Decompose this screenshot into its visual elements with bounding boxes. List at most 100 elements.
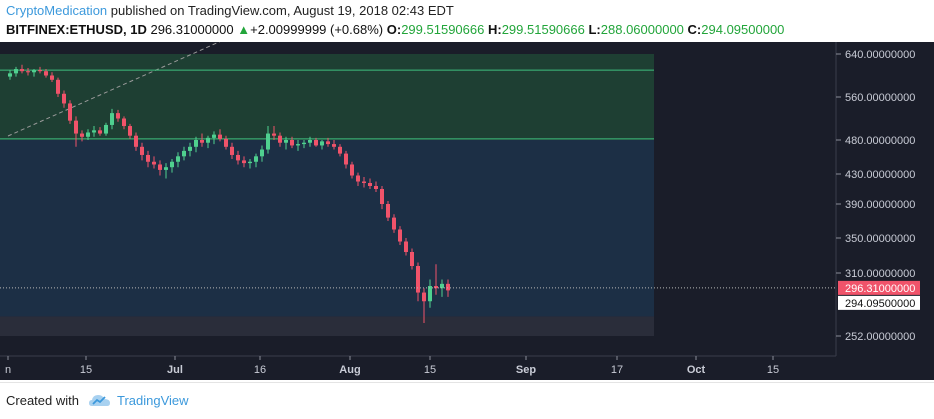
tradingview-cloud-icon <box>89 395 110 406</box>
candle-body <box>134 135 138 147</box>
candle-body <box>308 140 312 143</box>
price-chart[interactable]: 640.00000000 560.00000000 480.00000000 430.… <box>0 42 934 382</box>
candle <box>32 69 36 77</box>
candle-body <box>392 217 396 230</box>
candle-body <box>218 134 222 139</box>
symbol-label: BITFINEX:ETHUSD, 1D <box>6 22 147 37</box>
candle <box>68 100 72 124</box>
x-tick-label: n <box>5 364 11 376</box>
candle <box>278 132 282 147</box>
candle-body <box>344 153 348 165</box>
x-tick-label: 15 <box>424 364 436 376</box>
zone-gray <box>0 316 654 336</box>
candle-body <box>350 164 354 176</box>
candle <box>50 72 54 82</box>
candle-body <box>164 167 168 170</box>
candle-body <box>122 118 126 127</box>
candle <box>332 140 336 150</box>
candle <box>398 226 402 245</box>
candle <box>56 77 60 97</box>
up-triangle-icon: ▲ <box>237 22 251 37</box>
candle <box>140 142 144 161</box>
candle <box>380 186 384 210</box>
candle-body <box>98 130 102 134</box>
candle-body <box>404 241 408 252</box>
low-label: L: <box>588 22 601 37</box>
candle-body <box>26 71 30 73</box>
y-tick-label: 430.00000000 <box>845 169 915 181</box>
candle <box>422 288 426 323</box>
y-tick-label: 480.00000000 <box>845 135 915 147</box>
tradingview-link[interactable]: TradingView <box>117 393 189 408</box>
candle <box>224 135 228 150</box>
candle <box>446 279 450 297</box>
candle-body <box>428 286 432 302</box>
candle-body <box>74 120 78 134</box>
candle-body <box>188 146 192 151</box>
candle-body <box>50 75 54 80</box>
candle-body <box>230 146 234 155</box>
candle-body <box>260 149 264 157</box>
candle-body <box>14 69 18 74</box>
candle <box>110 108 114 130</box>
candle <box>350 161 354 179</box>
candle-body <box>314 140 318 146</box>
price-change: +2.00999999 (+0.68%) <box>250 22 384 37</box>
candle-body <box>158 164 162 170</box>
candle-body <box>296 144 300 146</box>
published-text: published on TradingView.com, August 19,… <box>107 3 454 18</box>
candle <box>92 126 96 137</box>
candle <box>296 140 300 151</box>
candle <box>200 133 204 147</box>
candle-body <box>146 154 150 162</box>
x-tick-label: 15 <box>80 364 92 376</box>
candle-body <box>368 183 372 186</box>
close-label: C: <box>687 22 702 37</box>
candle-body <box>56 79 60 94</box>
candle-body <box>62 93 66 104</box>
candle <box>14 66 18 77</box>
trend-line[interactable] <box>7 42 228 137</box>
candle-body <box>92 130 96 133</box>
x-tick-label: Sep <box>516 364 536 376</box>
candle <box>182 146 186 161</box>
candle-body <box>326 141 330 145</box>
candle-body <box>176 156 180 162</box>
close-price-tag <box>838 295 920 310</box>
candle <box>98 127 102 136</box>
candle <box>392 214 396 233</box>
candle <box>272 126 276 140</box>
candle <box>122 116 126 130</box>
candle <box>152 156 156 169</box>
candle <box>218 129 222 142</box>
candle <box>74 116 78 147</box>
candle <box>146 150 150 168</box>
y-tick-label: 390.00000000 <box>845 199 915 211</box>
candle <box>320 140 324 150</box>
candle <box>410 248 414 270</box>
candle <box>128 123 132 139</box>
time-axis[interactable] <box>0 356 934 380</box>
close-value: 294.09500000 <box>701 22 785 37</box>
candle <box>26 67 30 76</box>
x-tick-label: Jul <box>167 364 183 376</box>
candle <box>386 201 390 221</box>
candle-body <box>374 186 378 189</box>
candle-body <box>68 103 72 121</box>
open-label: O: <box>386 22 402 37</box>
candle-body <box>206 137 210 143</box>
candle <box>134 132 138 151</box>
candle <box>230 142 234 160</box>
candle-body <box>266 133 270 150</box>
last-price-tag <box>838 280 920 295</box>
candle-body <box>242 160 246 164</box>
author-link[interactable]: CryptoMedication <box>6 3 108 18</box>
candle <box>86 129 90 140</box>
candle-body <box>422 292 426 302</box>
y-tick-label: 310.00000000 <box>845 268 915 280</box>
candle <box>158 160 162 176</box>
candle-body <box>116 113 120 119</box>
candle-body <box>332 144 336 147</box>
candle <box>170 159 174 173</box>
y-tick-label: 640.00000000 <box>845 49 915 61</box>
